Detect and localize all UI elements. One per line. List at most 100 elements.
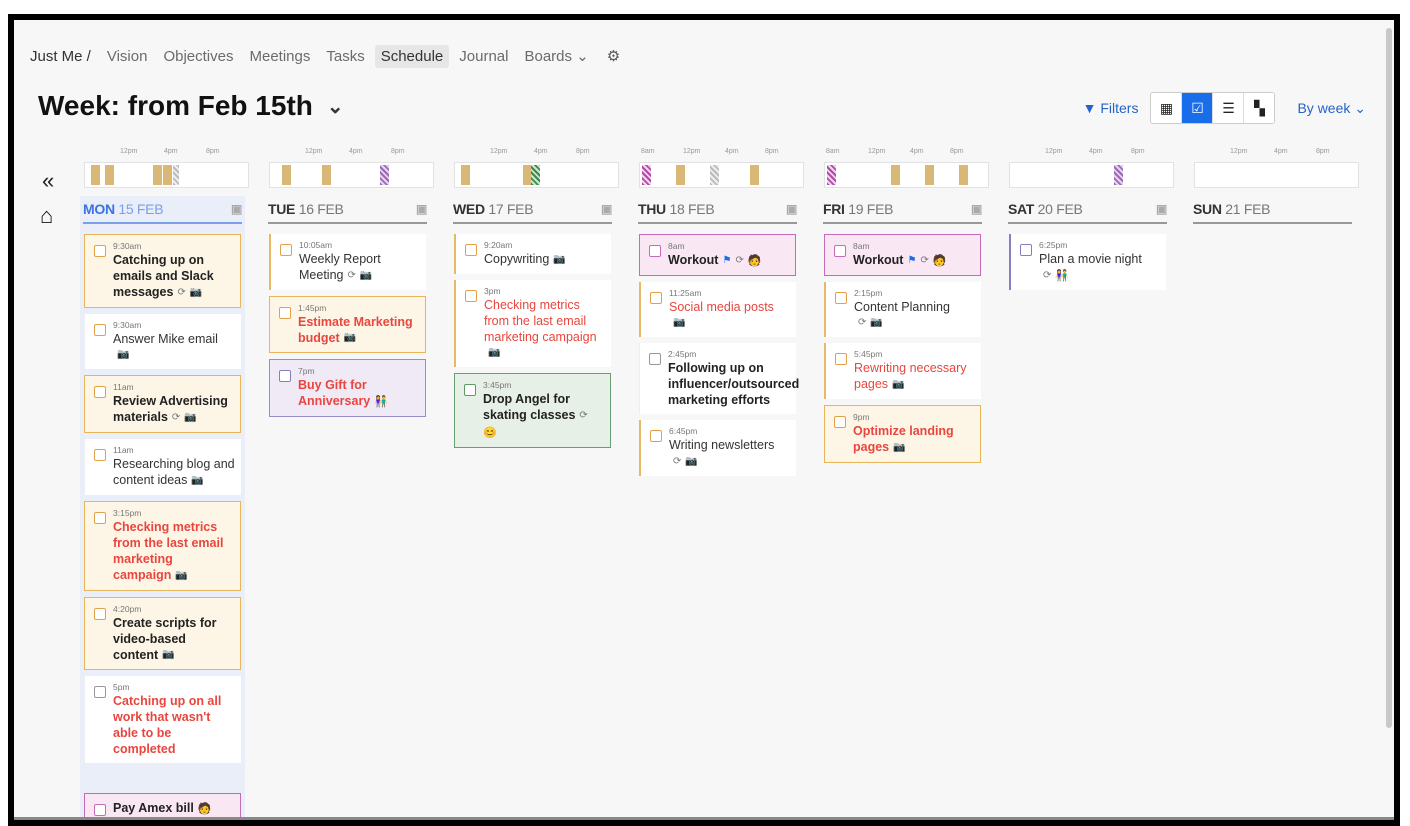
task-card[interactable]: 3:15pm Checking metrics from the last em… [84, 500, 241, 591]
nav-tasks[interactable]: Tasks [326, 47, 365, 65]
task-checkbox[interactable] [94, 511, 106, 524]
task-card[interactable]: 9:20am Copywriting 📷 [454, 234, 611, 274]
page-title[interactable]: Week: from Feb 15th ⌄ [38, 90, 344, 122]
horizontal-scrollbar[interactable] [14, 817, 1394, 820]
task-checkbox[interactable] [464, 384, 476, 397]
task-checkbox[interactable] [835, 353, 847, 366]
task-checkbox[interactable] [649, 353, 661, 366]
add-event-icon[interactable]: ▣ [230, 202, 242, 216]
task-card[interactable]: 6:25pm Plan a movie night ⟳ 👫 [1009, 234, 1166, 290]
add-event-icon[interactable]: ▣ [785, 202, 797, 216]
prev-week-icon[interactable]: « [42, 168, 55, 193]
task-checkbox[interactable] [834, 416, 846, 429]
add-event-icon[interactable]: ▣ [970, 202, 982, 216]
task-card[interactable]: 5:45pm Rewriting necessary pages 📷 [824, 343, 981, 400]
day-timeline-mon[interactable]: 12pm 4pm 8pm [84, 144, 249, 188]
task-card[interactable]: Pay Amex bill 🧑 [84, 793, 241, 820]
task-card[interactable]: 6:45pm Writing newsletters ⟳ 📷 [639, 420, 796, 477]
add-event-icon[interactable]: ▣ [1155, 202, 1167, 216]
day-timeline-wed[interactable]: 12pm 4pm 8pm [454, 144, 619, 188]
day-header[interactable]: SAT 20 FEB ▣ [1008, 196, 1167, 224]
task-card[interactable]: 9:30am Answer Mike email 📷 [84, 313, 241, 370]
task-checkbox[interactable] [94, 245, 106, 257]
day-column-fri: FRI 19 FEB ▣ 8am Workout ⚑ ⟳ 🧑 2:15pm Conte… [820, 196, 985, 469]
add-event-icon[interactable]: ▣ [600, 202, 612, 216]
day-header[interactable]: TUE 16 FEB ▣ [268, 196, 427, 224]
day-column-sun: SUN 21 FEB [1190, 196, 1355, 234]
nav-objectives[interactable]: Objectives [163, 47, 234, 65]
task-checkbox[interactable] [834, 245, 846, 257]
add-event-icon[interactable]: ▣ [415, 202, 427, 216]
task-checkbox[interactable] [465, 289, 477, 302]
task-card[interactable]: 2:15pm Content Planning ⟳ 📷 [824, 281, 981, 338]
camera-icon: 📷 [553, 253, 566, 265]
nav-vision[interactable]: Vision [106, 47, 148, 65]
camera-icon: 📷 [191, 474, 204, 486]
calendar-view-icon[interactable]: ▦ [1151, 93, 1182, 123]
task-card[interactable]: 11am Researching blog and content ideas 📷 [84, 439, 241, 495]
by-week-dropdown[interactable]: By week ⌄ [1297, 99, 1366, 116]
camera-icon: 📷 [117, 349, 130, 361]
task-checkbox[interactable] [649, 245, 661, 257]
day-timeline-thu[interactable]: 8am 12pm 4pm 8pm [639, 144, 804, 188]
camera-icon: 📷 [343, 332, 357, 344]
task-card[interactable]: 9pm Optimize landing pages 📷 [824, 405, 981, 463]
task-card[interactable]: 11am Review Advertising materials ⟳ 📷 [84, 375, 241, 434]
day-header[interactable]: THU 18 FEB ▣ [638, 196, 797, 224]
task-checkbox[interactable] [279, 370, 291, 383]
repeat-icon: ⟳ [579, 410, 588, 422]
top-nav: Just Me / Vision Objectives Meetings Tas… [30, 44, 620, 68]
grid-view-icon[interactable]: ▚ [1243, 93, 1275, 123]
nav-meetings[interactable]: Meetings [249, 47, 311, 65]
task-card[interactable]: 3:45pm Drop Angel for skating classes ⟳ 😊 [454, 373, 611, 448]
task-checkbox[interactable] [1020, 244, 1032, 256]
task-card[interactable]: 10:05am Weekly Report Meeting ⟳ 📷 [269, 234, 426, 290]
task-checkbox[interactable] [94, 607, 106, 620]
task-checkbox[interactable] [94, 323, 106, 336]
task-checkbox[interactable] [279, 306, 291, 319]
task-card[interactable]: 9:30am Catching up on emails and Slack m… [84, 234, 241, 308]
home-icon[interactable]: ⌂ [40, 203, 54, 228]
task-card[interactable]: 11:25am Social media posts 📷 [639, 281, 796, 338]
day-header[interactable]: MON 15 FEB ▣ [83, 196, 242, 224]
day-header[interactable]: SUN 21 FEB [1193, 196, 1352, 224]
filters-button[interactable]: ▼ Filters [1082, 100, 1139, 116]
task-card[interactable]: 1:45pm Estimate Marketing budget 📷 [269, 295, 426, 354]
day-header[interactable]: FRI 19 FEB ▣ [823, 196, 982, 224]
day-timeline-sat[interactable]: 12pm 4pm 8pm [1009, 144, 1174, 188]
task-card[interactable]: 3pm Checking metrics from the last email… [454, 279, 611, 368]
task-card[interactable]: 7pm Buy Gift for Anniversary 👫 [269, 359, 426, 418]
day-timeline-sun[interactable]: 12pm 4pm 8pm [1194, 144, 1359, 188]
filters-label: Filters [1100, 100, 1139, 116]
task-checkbox[interactable] [94, 386, 106, 399]
schedule-view-icon[interactable]: ☑ [1181, 93, 1213, 123]
repeat-icon: ⟳ [1043, 269, 1052, 281]
task-checkbox[interactable] [94, 686, 106, 699]
task-checkbox[interactable] [650, 291, 662, 304]
day-timeline-fri[interactable]: 8am 12pm 4pm 8pm [824, 144, 989, 188]
flag-icon: ⚑ [907, 254, 917, 266]
day-column-thu: THU 18 FEB ▣ 8am Workout ⚑ ⟳ 🧑 11:25am Soci… [635, 196, 800, 482]
vertical-scrollbar[interactable] [1386, 28, 1392, 728]
nav-boards[interactable]: Boards ⌄ [524, 48, 589, 65]
task-checkbox[interactable] [465, 244, 477, 256]
nav-schedule[interactable]: Schedule [374, 44, 450, 68]
task-card[interactable]: 4:20pm Create scripts for video-based co… [84, 596, 241, 671]
task-card[interactable]: 5pm Catching up on all work that wasn't … [84, 676, 241, 764]
task-card[interactable]: 2:45pm Following up on influencer/outsou… [639, 343, 799, 415]
couple-icon: 👫 [374, 396, 388, 409]
toolbar: ▼ Filters ▦ ☑ ☰ ▚ By week ⌄ [1083, 92, 1366, 124]
task-checkbox[interactable] [94, 804, 106, 817]
task-checkbox[interactable] [94, 449, 106, 462]
task-card[interactable]: 8am Workout ⚑ ⟳ 🧑 [639, 234, 796, 276]
list-view-icon[interactable]: ☰ [1212, 93, 1244, 123]
day-timeline-tue[interactable]: 12pm 4pm 8pm [269, 144, 434, 188]
gear-icon[interactable]: ⚙ [606, 48, 621, 65]
task-card[interactable]: 8am Workout ⚑ ⟳ 🧑 [824, 234, 981, 276]
nav-journal[interactable]: Journal [459, 47, 509, 65]
breadcrumb[interactable]: Just Me / [30, 47, 91, 65]
day-header[interactable]: WED 17 FEB ▣ [453, 196, 612, 224]
task-checkbox[interactable] [280, 244, 292, 256]
task-checkbox[interactable] [835, 291, 847, 304]
task-checkbox[interactable] [650, 430, 662, 443]
